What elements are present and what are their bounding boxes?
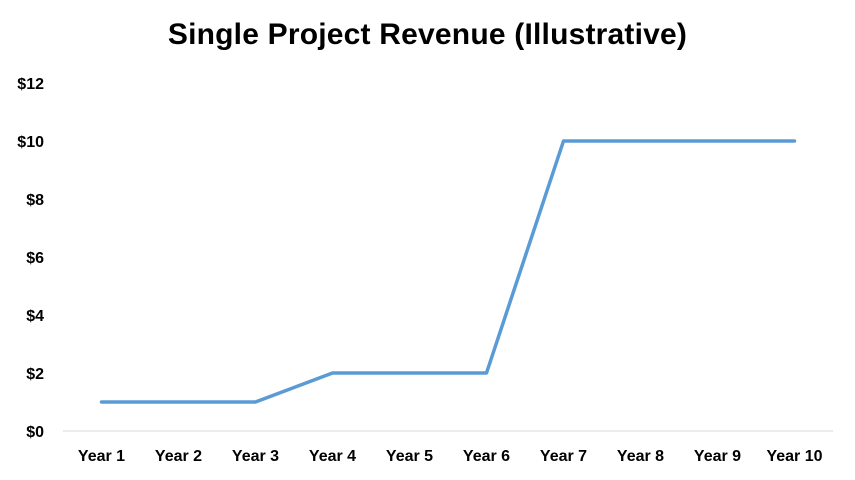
chart-title: Single Project Revenue (Illustrative)	[167, 18, 688, 51]
x-axis-ticks: Year 1 Year 2 Year 3 Year 4 Year 5 Year 6 Year…	[78, 448, 823, 465]
x-tick-label: Year 7	[540, 448, 587, 465]
x-tick-label: Year 9	[694, 448, 741, 465]
x-tick-label: Year 3	[232, 448, 279, 465]
y-axis-ticks: $0 $2 $4 $6 $8 $10 $12	[17, 76, 44, 441]
x-tick-label: Year 2	[155, 448, 202, 465]
y-tick-label: $4	[26, 308, 44, 325]
series-line	[99, 139, 797, 404]
x-tick-label: Year 6	[463, 448, 510, 465]
y-tick-label: $6	[26, 250, 44, 267]
x-tick-label: Year 8	[617, 448, 664, 465]
chart-series	[99, 139, 797, 404]
y-tick-label: $12	[17, 76, 44, 93]
x-tick-label: Year 1	[78, 448, 125, 465]
y-tick-label: $0	[26, 424, 44, 441]
x-tick-label: Year 4	[309, 448, 356, 465]
x-tick-label: Year 10	[766, 448, 822, 465]
y-tick-label: $2	[26, 366, 44, 383]
x-tick-label: Year 5	[386, 448, 433, 465]
y-tick-label: $8	[26, 192, 44, 209]
y-tick-label: $10	[17, 134, 44, 151]
